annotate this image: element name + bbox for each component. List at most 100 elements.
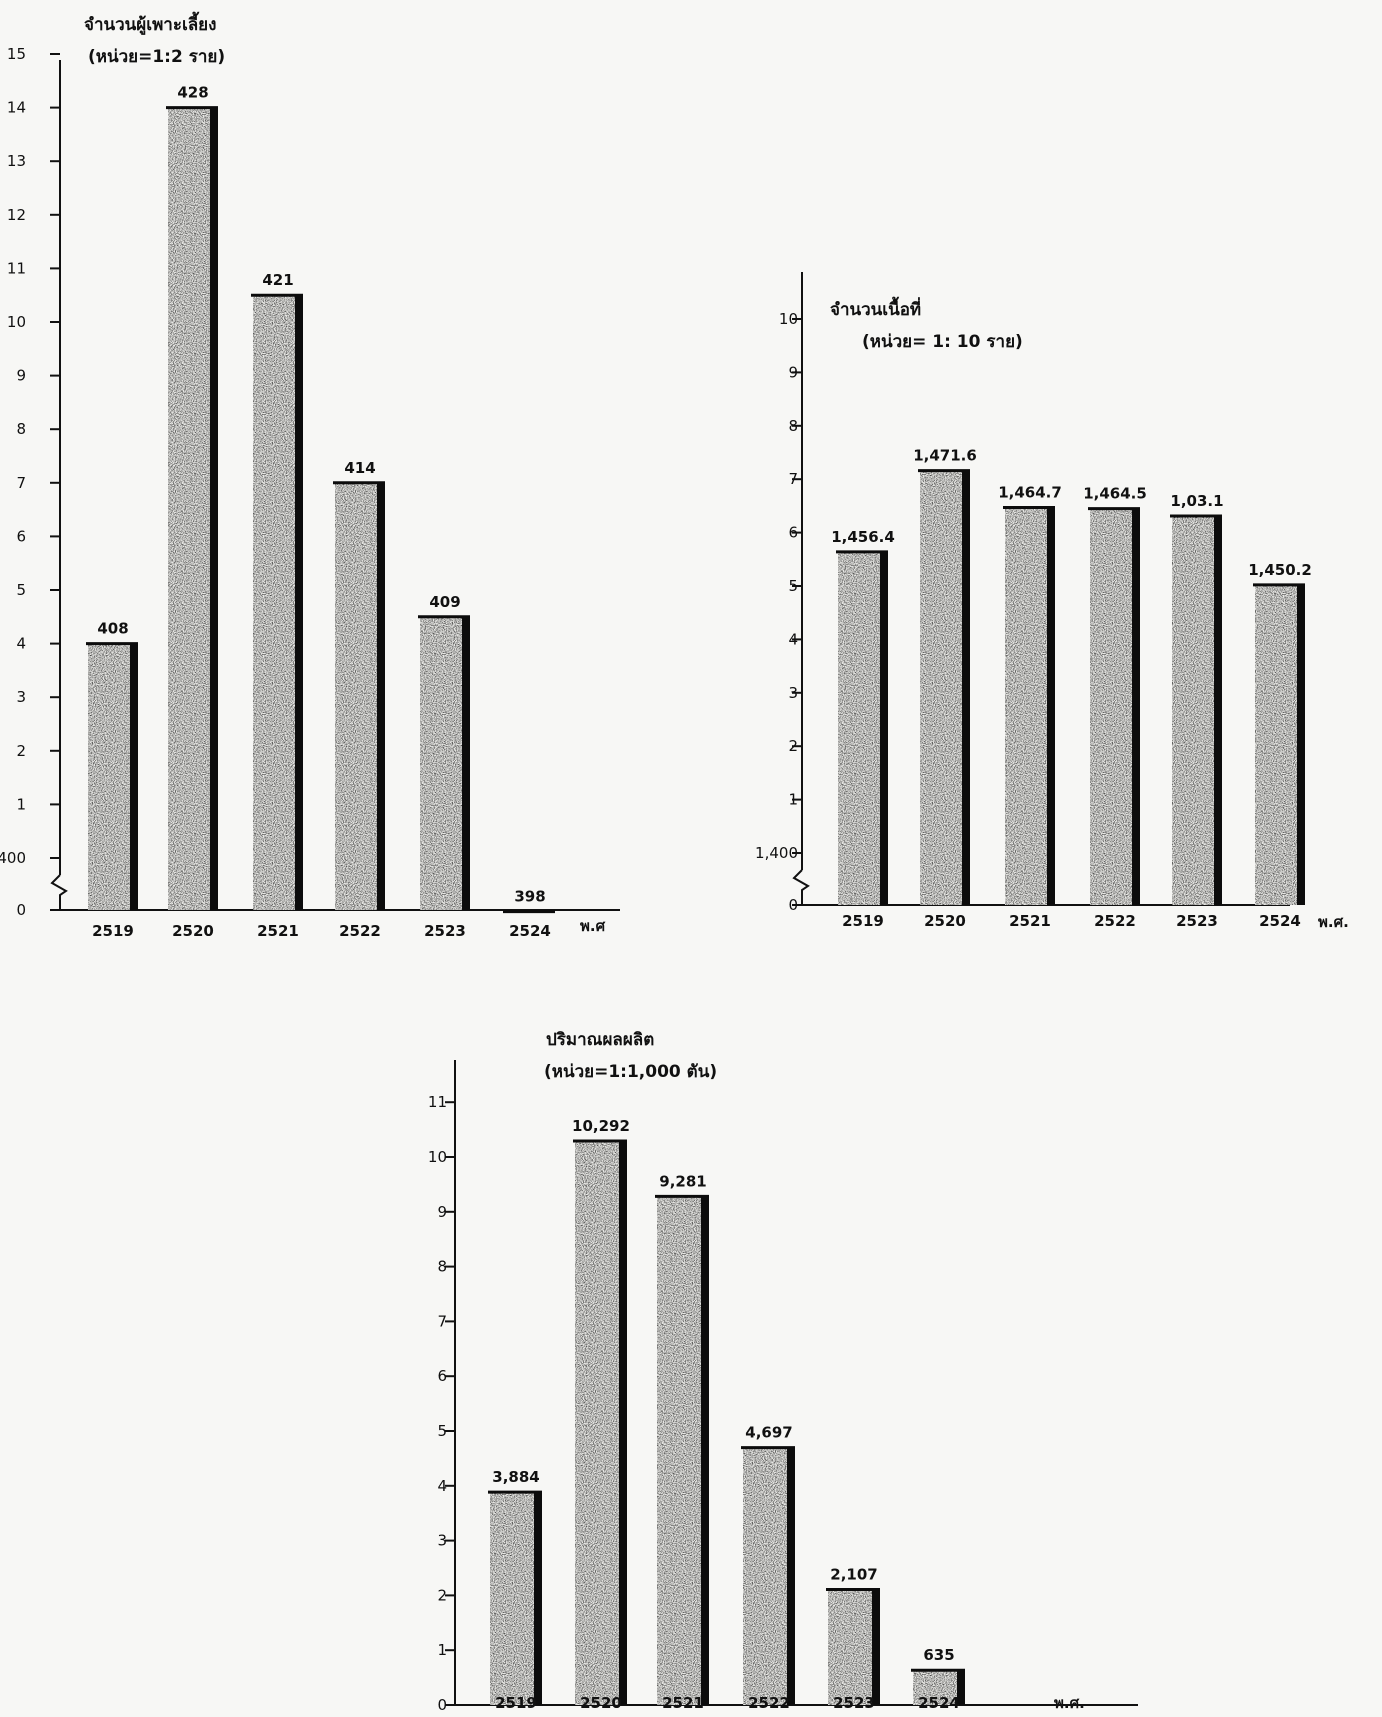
axis-break-mark: [50, 874, 68, 910]
bar-shadow: [210, 107, 218, 911]
y-tick-label: 10: [428, 1148, 447, 1166]
chart-subtitle: (หน่วย=1:1,000 ตัน): [544, 1062, 717, 1082]
bar-shadow: [1214, 516, 1222, 905]
y-tick-label: 13: [7, 152, 26, 170]
x-unit-label: พ.ศ: [580, 917, 606, 935]
x-unit-label: พ.ศ.: [1054, 1694, 1085, 1712]
bars: 1,456.4 2519 1,471.6 2520 1,464.7 2521 1,464.5…: [831, 447, 1312, 930]
data-label: 1,464.7: [998, 484, 1062, 502]
bar: [920, 470, 970, 905]
x-tick-label: 2521: [662, 1694, 704, 1712]
bars: 3,884 2519 10,292 2520 9,281 2521 4,697 2522 2,1…: [488, 1117, 965, 1712]
y-tick-label: 5: [16, 581, 26, 599]
x-tick-label: 2522: [748, 1694, 790, 1712]
x-tick-label: 2519: [842, 912, 884, 930]
y-tick-label: 1: [437, 1641, 447, 1659]
y-tick-label: 0: [788, 896, 798, 914]
y-tick-label: 9: [16, 367, 26, 385]
y-tick-label: 3: [16, 688, 26, 706]
x-tick-label: 2522: [339, 922, 381, 940]
y-tick-label: 11: [7, 259, 26, 277]
y-tick-label: 8: [788, 417, 798, 435]
y-tick-label: 6: [788, 524, 798, 542]
bar: [1090, 508, 1140, 905]
x-tick-label: 2524: [918, 1694, 960, 1712]
chart-growers: จำนวนผู้เพาะเลี้ยง (หน่วย=1:2 ราย) พ.ศ 0…: [0, 11, 620, 940]
bar: [335, 482, 385, 910]
bar-shadow: [872, 1589, 880, 1705]
y-tick-label: 1: [16, 795, 26, 813]
y-tick-label: 8: [16, 420, 26, 438]
bar-shadow: [787, 1447, 795, 1705]
y-tick-label: 2: [437, 1586, 447, 1604]
bar: [913, 1670, 965, 1705]
bar: [1172, 516, 1222, 905]
chart-title: จำนวนเนื้อที่: [830, 296, 921, 320]
y-tick-label: 0: [437, 1696, 447, 1714]
data-label: 4,697: [745, 1424, 792, 1442]
bar: [1255, 584, 1305, 905]
bar: [168, 107, 218, 911]
data-label: 1,03.1: [1170, 492, 1223, 510]
y-tick-label: 3: [437, 1532, 447, 1550]
data-label: 10,292: [572, 1117, 630, 1135]
bar: [838, 551, 888, 905]
y-tick-label: 400: [0, 849, 26, 867]
bar: [828, 1589, 880, 1705]
data-label: 409: [429, 593, 460, 611]
x-unit-label: พ.ศ.: [1318, 913, 1349, 931]
data-label: 635: [923, 1646, 954, 1664]
bar: [657, 1196, 709, 1705]
y-tick-label: 7: [788, 470, 798, 488]
x-tick-label: 2520: [172, 922, 214, 940]
bar-shadow: [1047, 507, 1055, 905]
bar-shadow: [619, 1140, 627, 1705]
chart-subtitle: (หน่วย=1:2 ราย): [88, 47, 225, 67]
y-tick-label: 5: [437, 1422, 447, 1440]
bar-shadow: [534, 1492, 542, 1705]
x-tick-label: 2523: [1176, 912, 1218, 930]
y-tick-label: 4: [16, 635, 26, 653]
chart-subtitle: (หน่วย= 1: 10 ราย): [862, 332, 1023, 352]
y-tick-label: 3: [788, 684, 798, 702]
data-label: 2,107: [830, 1566, 877, 1584]
bar-shadow: [377, 482, 385, 910]
y-tick-label: 2: [788, 737, 798, 755]
data-label: 1,450.2: [1248, 561, 1312, 579]
chart-production: ปริมาณผลผลิต (หน่วย=1:1,000 ตัน) พ.ศ. 0 1…: [428, 1030, 1138, 1714]
chart-title: ปริมาณผลผลิต: [546, 1030, 654, 1050]
x-tick-label: 2524: [1259, 912, 1301, 930]
x-tick-label: 2520: [924, 912, 966, 930]
data-label: 1,464.5: [1083, 485, 1147, 503]
x-tick-label: 2523: [833, 1694, 875, 1712]
y-tick-label: 5: [788, 577, 798, 595]
data-label: 1,456.4: [831, 528, 895, 546]
axis-break-mark: [792, 869, 810, 905]
bar: [1005, 507, 1055, 905]
bar: [743, 1447, 795, 1705]
y-tick-label: 6: [437, 1367, 447, 1385]
bar-shadow: [701, 1196, 709, 1705]
chart-area: จำนวนเนื้อที่ (หน่วย= 1: 10 ราย) พ.ศ. 0 1…: [755, 272, 1349, 931]
bar-shadow: [1132, 508, 1140, 905]
bar-shadow: [295, 295, 303, 910]
x-tick-label: 2521: [1009, 912, 1051, 930]
y-tick-label: 0: [16, 901, 26, 919]
y-tick-label: 4: [437, 1477, 447, 1495]
x-tick-label: 2521: [257, 922, 299, 940]
data-label: 1,471.6: [913, 447, 977, 465]
bar-shadow: [962, 470, 970, 905]
y-tick-label: 8: [437, 1258, 447, 1276]
y-tick-label: 10: [7, 313, 26, 331]
y-tick-label: 1: [788, 791, 798, 809]
bar: [88, 643, 138, 910]
x-tick-label: 2519: [92, 922, 134, 940]
x-tick-label: 2519: [495, 1694, 537, 1712]
y-tick-label: 2: [16, 742, 26, 760]
bar-shadow: [462, 616, 470, 910]
data-label: 428: [177, 84, 208, 102]
chart-title: จำนวนผู้เพาะเลี้ยง: [84, 11, 216, 36]
bar-shadow: [1297, 584, 1305, 905]
y-tick-label: 9: [437, 1203, 447, 1221]
